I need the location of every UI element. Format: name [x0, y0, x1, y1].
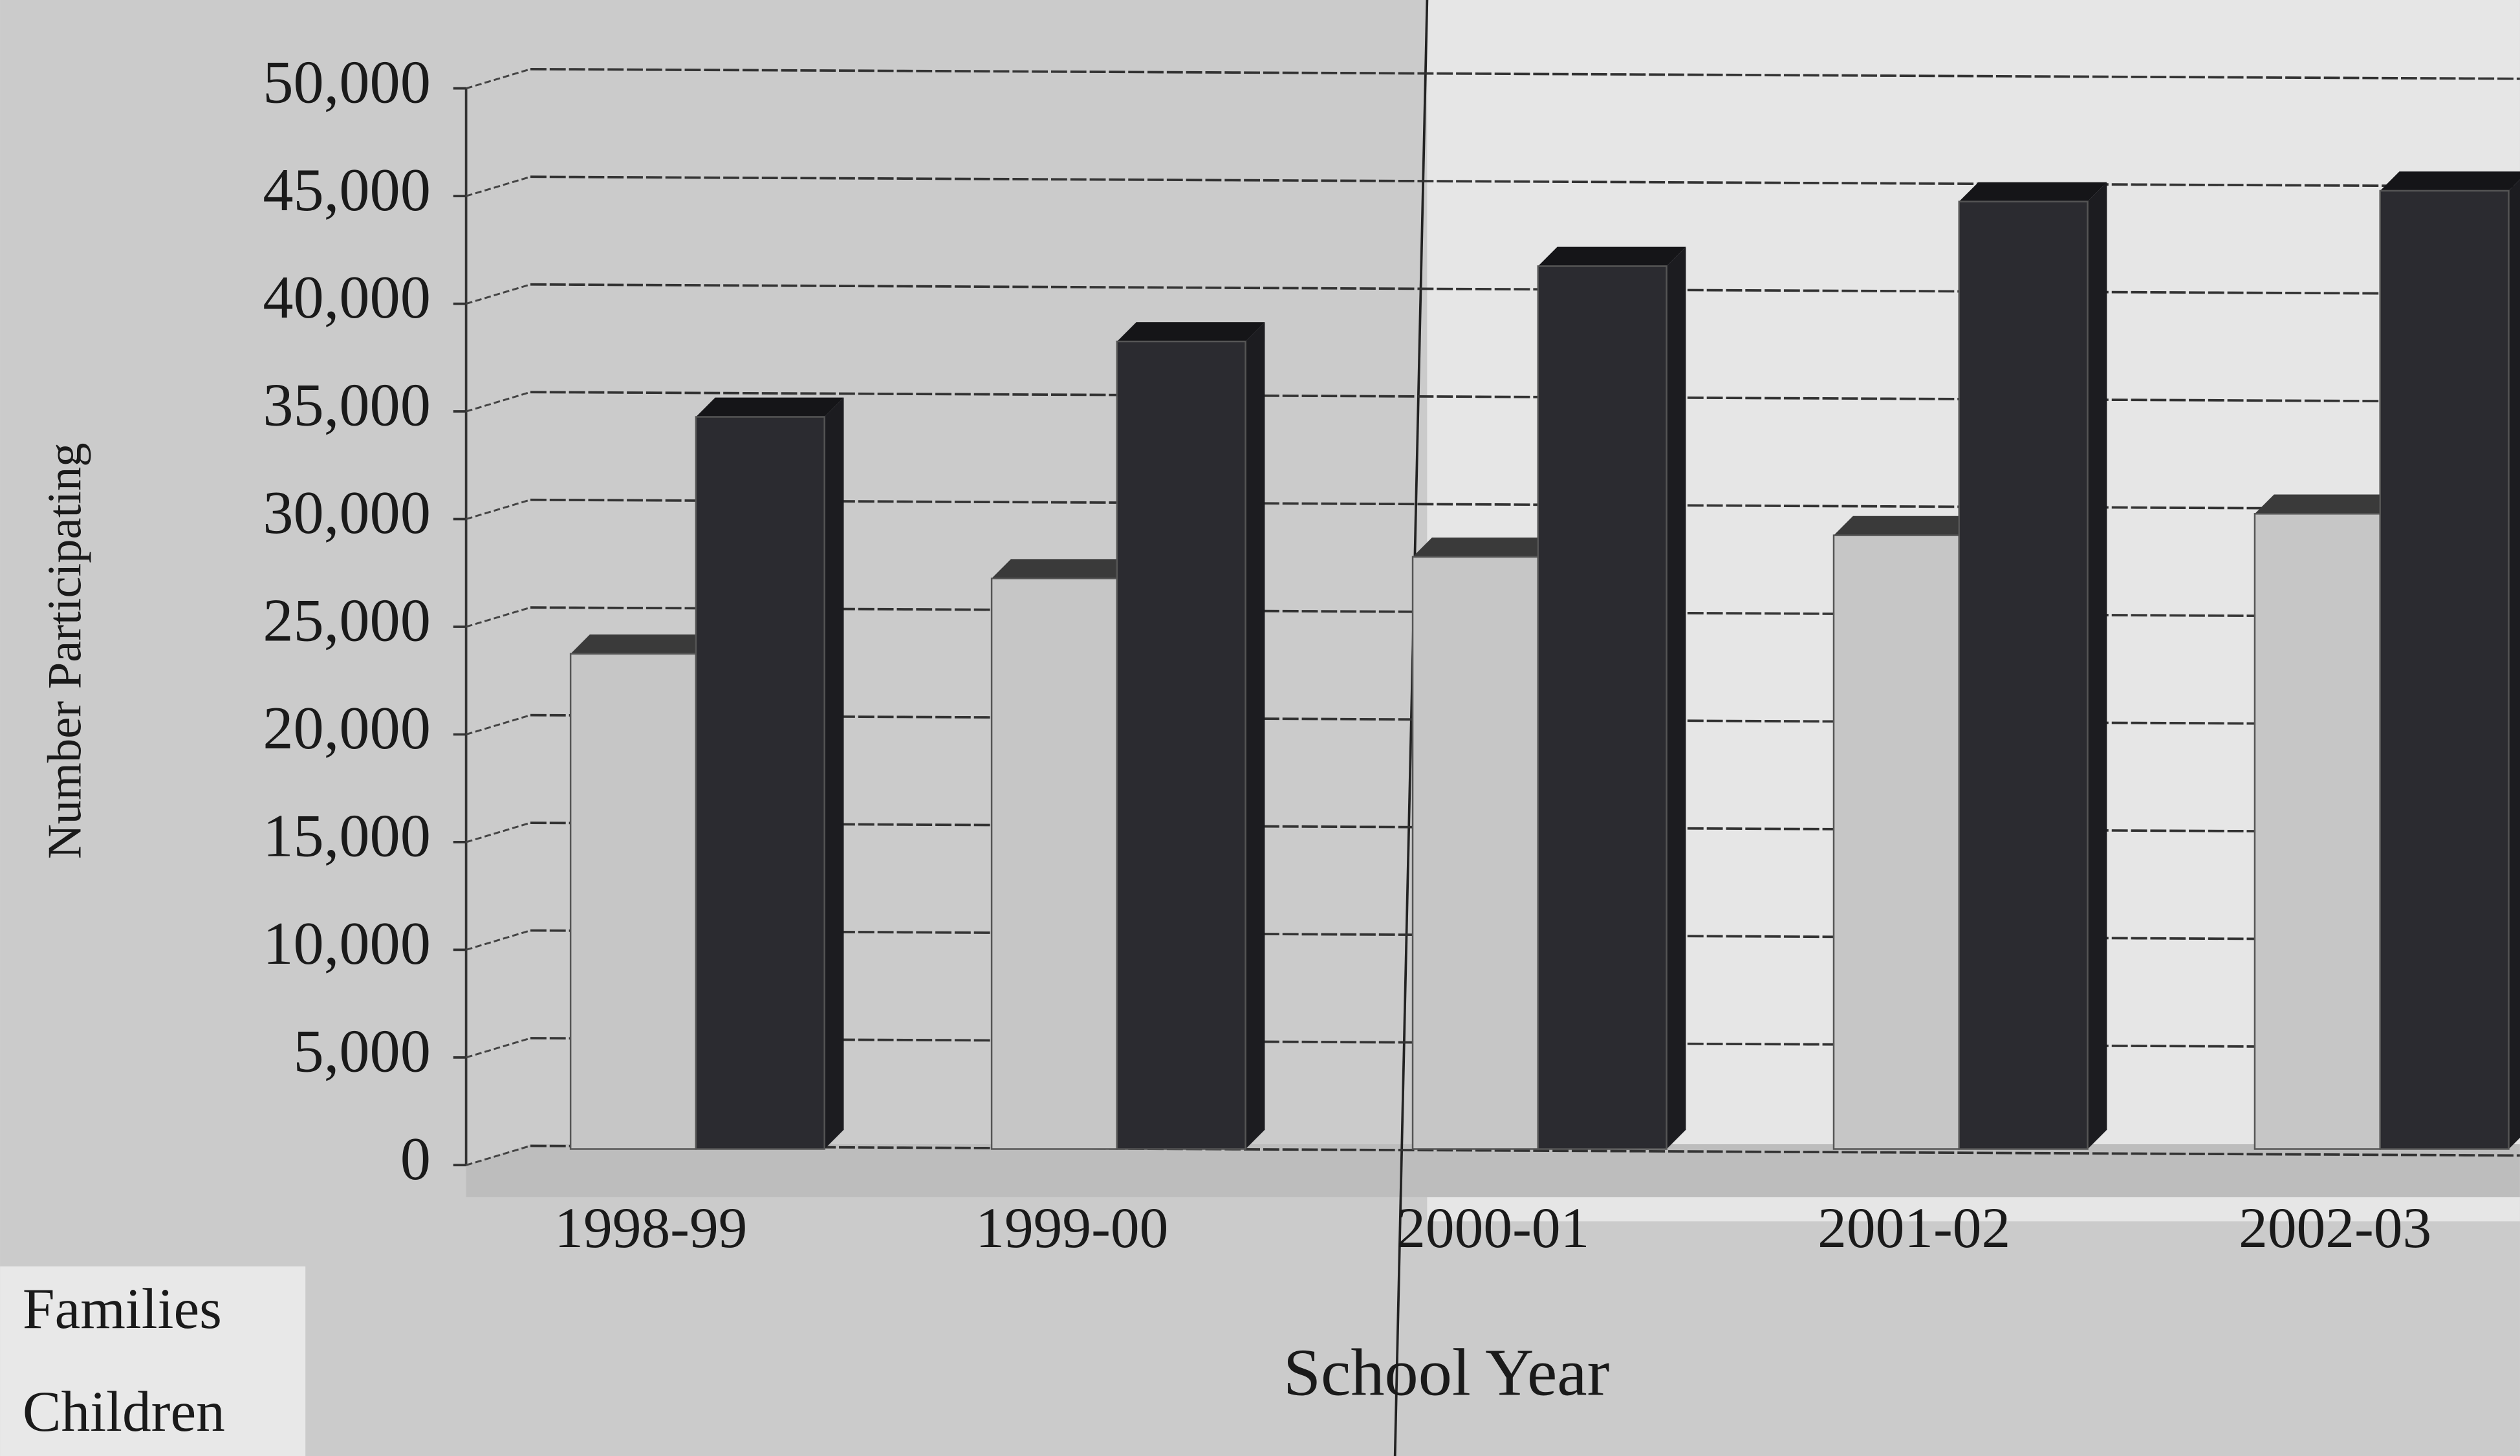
bar	[695, 416, 825, 1150]
grid-line	[530, 498, 2520, 511]
grid-line-side	[466, 499, 531, 520]
bar-top	[1537, 246, 1686, 266]
y-tick-label: 0	[400, 1125, 431, 1193]
y-tick-label: 45,000	[263, 157, 431, 224]
grid-line-side	[466, 283, 531, 305]
bar	[1958, 201, 2089, 1150]
bar	[1537, 265, 1667, 1150]
bar-side	[2508, 179, 2520, 1149]
grid-line	[530, 67, 2520, 80]
bar-top	[695, 397, 844, 417]
bar	[990, 577, 1118, 1150]
y-tick-label: 30,000	[263, 479, 431, 547]
grid-line-side	[466, 175, 531, 197]
floor	[466, 1144, 2520, 1197]
grid-line	[530, 391, 2520, 404]
bar-top	[2380, 171, 2520, 191]
x-tick-label: 1999-00	[975, 1196, 1168, 1260]
grid-line-side	[466, 1037, 531, 1059]
bar-top	[1413, 538, 1558, 557]
bar	[2254, 513, 2381, 1150]
y-tick-label: 5,000	[294, 1018, 431, 1085]
x-axis-label: School Year	[1283, 1335, 1609, 1410]
scan-line	[1393, 0, 1429, 1456]
y-tick-label: 15,000	[263, 803, 431, 870]
y-tick-label: 35,000	[263, 372, 431, 439]
grid-line	[530, 175, 2520, 188]
grid-line-side	[466, 68, 531, 90]
bar-top	[1833, 516, 1979, 536]
x-tick-label: 2001-02	[1818, 1196, 2010, 1260]
bar-top	[1116, 322, 1265, 342]
bar-side	[2087, 182, 2107, 1149]
y-tick-label: 25,000	[263, 587, 431, 655]
legend-label: Children	[23, 1380, 225, 1444]
x-tick-label: 2002-03	[2239, 1196, 2431, 1260]
y-tick-label: 40,000	[263, 264, 431, 331]
bar	[2379, 190, 2510, 1150]
grid-line-side	[466, 606, 531, 628]
bar-top	[2254, 494, 2400, 514]
x-tick-label: 1998-99	[554, 1196, 747, 1260]
bar-top	[570, 634, 715, 654]
legend-label: Families	[23, 1277, 222, 1341]
bar	[1411, 556, 1539, 1150]
bar-side	[824, 397, 844, 1149]
bar-side	[1666, 246, 1686, 1149]
grid-line-side	[466, 821, 531, 843]
legend-box	[0, 1266, 306, 1456]
x-tick-label: 2000-01	[1396, 1196, 1589, 1260]
bar	[569, 653, 697, 1150]
grid-line-side	[466, 929, 531, 951]
grid-line-side	[466, 1145, 531, 1166]
bar	[1116, 340, 1246, 1150]
grid-line	[530, 1144, 2520, 1157]
bar	[1832, 534, 1961, 1150]
y-axis-label: Number Participating	[38, 442, 91, 859]
bar-side	[1245, 322, 1265, 1149]
grid-line-side	[466, 391, 531, 413]
y-tick-label: 10,000	[263, 910, 431, 977]
grid-line	[530, 283, 2520, 296]
y-tick-label: 20,000	[263, 695, 431, 762]
grid-line-side	[466, 714, 531, 735]
bar-top	[992, 559, 1136, 579]
bar-top	[1959, 182, 2107, 202]
y-tick-label: 50,000	[263, 49, 431, 116]
